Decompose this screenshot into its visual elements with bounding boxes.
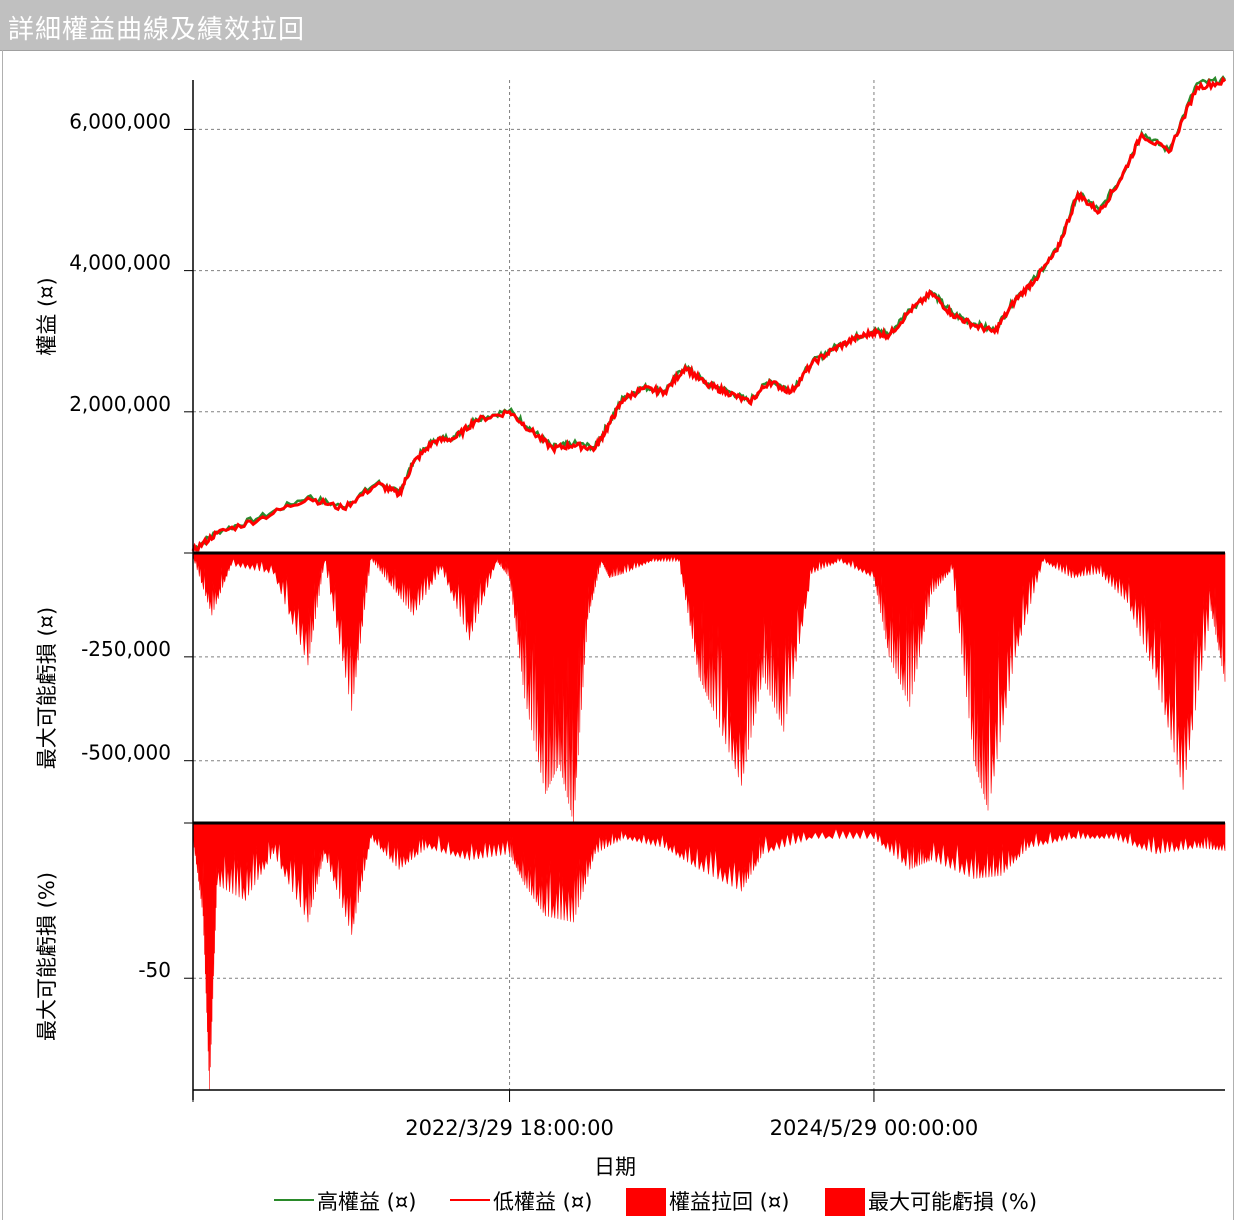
x-axis-label: 日期 <box>594 1155 636 1179</box>
x-tick-label: 2022/3/29 18:00:00 <box>405 1116 614 1140</box>
legend-label: 高權益 (¤) <box>317 1190 416 1214</box>
frame-border-left <box>2 50 3 1220</box>
drawdown-amount-area <box>192 552 1226 824</box>
y-axis-label: 最大可能虧損 (¤) <box>35 607 59 769</box>
window-title: 詳細權益曲線及績效拉回 <box>8 15 306 45</box>
y-tick-label: -50 <box>138 958 171 982</box>
legend-label: 權益拉回 (¤) <box>669 1190 789 1214</box>
y-axis-label: 最大可能虧損 (%) <box>35 872 59 1041</box>
low-equity-series-line <box>191 76 1227 552</box>
x-tick-label: 2024/5/29 00:00:00 <box>770 1116 979 1140</box>
y-tick-label: -250,000 <box>81 637 171 661</box>
legend-swatch-box <box>626 1188 666 1216</box>
y-tick-label: -500,000 <box>81 741 171 765</box>
legend-label: 低權益 (¤) <box>493 1190 592 1214</box>
y-tick-label: 2,000,000 <box>69 392 171 416</box>
y-tick-label: 4,000,000 <box>69 251 171 275</box>
y-tick-label: 6,000,000 <box>69 109 171 133</box>
y-axis-label: 權益 (¤) <box>35 277 59 355</box>
window-title-bar: 詳細權益曲線及績效拉回 <box>0 0 1234 51</box>
legend-label: 最大可能虧損 (%) <box>868 1190 1037 1214</box>
high-equity-series-line <box>192 75 1227 551</box>
legend-swatch-box <box>825 1188 865 1216</box>
equity-drawdown-chart: 2,000,000 4,000,000 6,000,000 權益 (¤) -250,00… <box>35 75 1227 1216</box>
drawdown-percent-area <box>192 822 1226 1091</box>
